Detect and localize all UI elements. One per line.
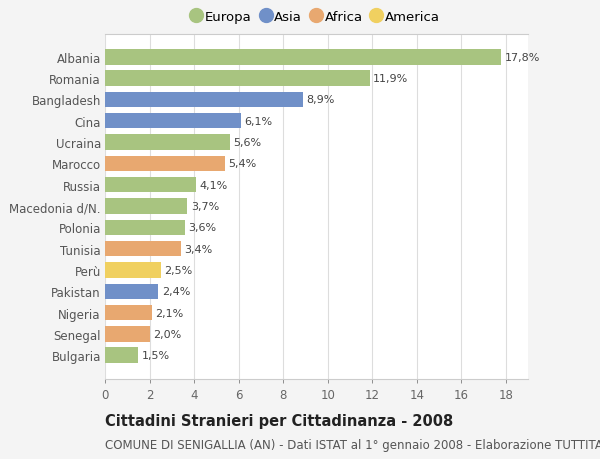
Bar (105, 220, 185, 235)
Text: 2,1%: 2,1% (155, 308, 184, 318)
Bar (105, 263, 161, 278)
Bar (105, 305, 152, 320)
Bar (105, 157, 225, 172)
Bar (105, 178, 196, 193)
Bar (105, 50, 501, 65)
Text: 6,1%: 6,1% (244, 117, 272, 127)
Text: 3,7%: 3,7% (191, 202, 219, 212)
Text: 4,1%: 4,1% (200, 180, 228, 190)
Bar (105, 71, 370, 87)
Text: 8,9%: 8,9% (307, 95, 335, 105)
Text: Cittadini Stranieri per Cittadinanza - 2008: Cittadini Stranieri per Cittadinanza - 2… (105, 413, 453, 428)
Text: 11,9%: 11,9% (373, 74, 409, 84)
Text: 2,4%: 2,4% (162, 286, 190, 297)
Text: 3,4%: 3,4% (184, 244, 212, 254)
Text: 2,0%: 2,0% (153, 329, 181, 339)
Text: 1,5%: 1,5% (142, 350, 170, 360)
Bar (105, 348, 139, 363)
Text: 17,8%: 17,8% (505, 53, 540, 63)
Bar (105, 135, 230, 151)
Bar (105, 326, 149, 342)
Bar (105, 199, 187, 214)
Bar (105, 93, 303, 108)
Bar (105, 241, 181, 257)
Text: 2,5%: 2,5% (164, 265, 192, 275)
Bar (105, 284, 158, 299)
Text: COMUNE DI SENIGALLIA (AN) - Dati ISTAT al 1° gennaio 2008 - Elaborazione TUTTITA: COMUNE DI SENIGALLIA (AN) - Dati ISTAT a… (105, 438, 600, 451)
Text: 3,6%: 3,6% (188, 223, 217, 233)
Bar (105, 114, 241, 129)
Text: 5,4%: 5,4% (229, 159, 257, 169)
Legend: Europa, Asia, Africa, America: Europa, Asia, Africa, America (189, 6, 444, 28)
Text: 5,6%: 5,6% (233, 138, 261, 148)
